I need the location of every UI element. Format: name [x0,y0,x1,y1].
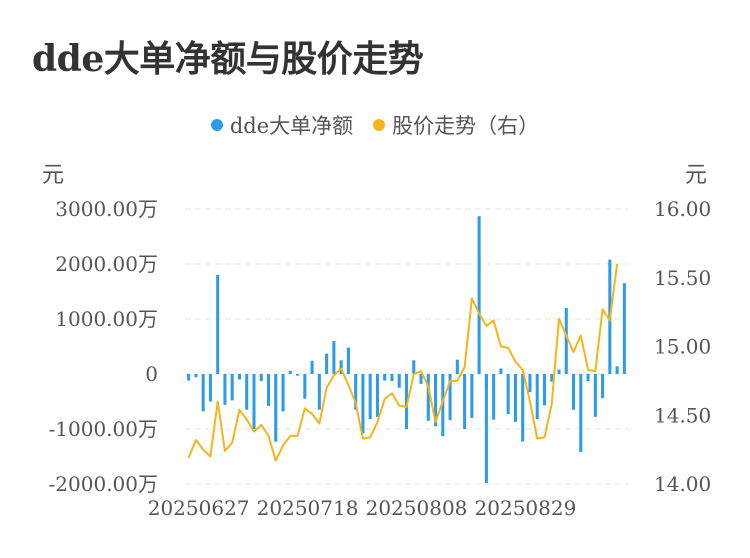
left-tick-label: 1000.00万 [55,307,158,331]
x-tick-label: 20250627 [148,496,250,520]
price-line [187,263,619,462]
dde-bar [404,374,409,429]
dde-bar [601,374,605,399]
dde-bar [622,283,626,374]
legend: dde大单净额 股价走势（右） [0,110,750,140]
right-tick-label: 15.00 [654,335,711,359]
dde-bar [586,374,590,382]
dde-bar [521,374,525,442]
dde-bar [383,374,387,381]
dde-bar [455,359,459,374]
dde-bar [361,374,365,434]
left-tick-label: 0 [145,362,158,386]
dde-bar [252,374,256,429]
right-tick-label: 16.00 [654,197,711,221]
dde-bar [426,374,430,421]
dde-bar [332,341,336,374]
dde-bar [528,374,532,393]
right-axis-unit: 元 [685,163,708,188]
right-tick-label: 14.50 [654,403,711,427]
legend-label-price: 股价走势（右） [392,114,540,138]
dde-bar [499,368,503,374]
legend-dot-dde [210,119,223,131]
dde-bar [448,374,452,421]
dde-bar [535,374,539,420]
x-tick-label: 20250808 [366,496,468,520]
dde-bar [477,216,481,374]
dde-bar [390,374,394,382]
left-tick-label: -2000.00万 [49,472,158,496]
dde-bar [187,374,191,381]
dde-bar [288,370,292,374]
dde-bar [296,374,300,376]
dde-bar [412,360,416,374]
dde-bar [419,374,423,384]
dde-bar [513,374,517,422]
dde-bar [397,374,401,388]
dde-bar [317,374,321,410]
dde-bar [216,275,220,374]
dde-bar [368,374,372,420]
dde-bar [339,360,343,374]
dde-bar [259,374,263,382]
left-tick-label: 3000.00万 [55,197,158,221]
dde-bar [463,374,467,429]
dde-bar [325,353,329,374]
legend-dot-price [373,119,386,131]
left-tick-label: 2000.00万 [55,252,158,276]
dde-bar [615,366,619,374]
dde-bar [557,369,561,374]
dde-bar [208,374,212,402]
dde-bar [237,374,241,380]
dde-bar [303,374,307,399]
dde-bar [375,374,379,417]
right-tick-label: 15.50 [654,266,711,290]
right-tick-label: 14.00 [654,472,711,496]
dde-bar [542,374,547,406]
dde-bar [506,374,510,415]
dde-bar [274,374,278,442]
dde-bar [593,374,597,417]
legend-label-dde: dde大单净额 [229,114,354,138]
dde-bar [223,374,227,405]
x-tick-label: 20250829 [475,496,577,520]
dde-bar [470,374,474,418]
legend-item-price[interactable]: 股价走势（右） [373,110,539,140]
dde-bar [230,374,234,401]
dde-bar [281,374,285,412]
dde-bar [550,374,554,382]
dde-bar [266,374,271,406]
left-axis-unit: 元 [42,163,65,188]
dde-bar [434,374,438,427]
dde-bar [354,374,358,410]
dde-bar [564,308,568,374]
x-tick-label: 20250718 [257,496,359,520]
dde-bar [579,374,583,453]
dde-bar-min [484,374,488,483]
dde-bar [441,374,445,437]
legend-item-dde[interactable]: dde大单净额 [210,110,354,140]
dde-bar [194,374,198,378]
dde-bar [310,360,314,374]
dde-bar [572,374,576,410]
dde-bar [346,347,350,374]
left-tick-label: -1000.00万 [49,417,158,441]
dde-bar [201,374,205,412]
chart-title: dde大单净额与股价走势 [32,38,424,80]
dde-bar [245,374,249,410]
dde-bar [492,374,496,420]
